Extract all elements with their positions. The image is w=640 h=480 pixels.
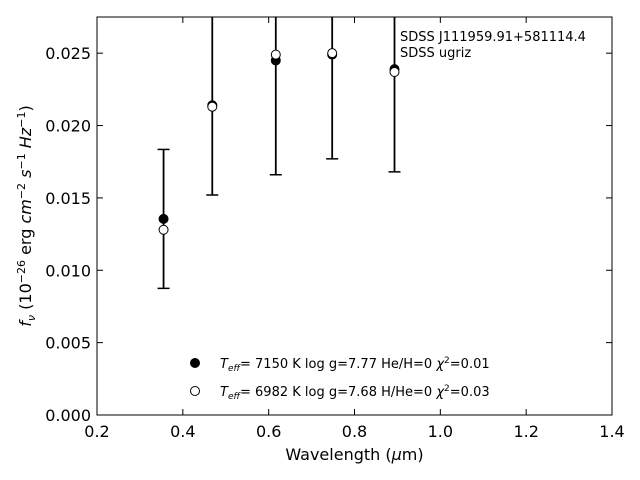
- x-tick-label: 0.6: [256, 422, 281, 441]
- y-tick-label: 0.010: [45, 261, 91, 280]
- x-axis: 0.2 0.4 0.6 0.8 1.0 1.2 1.4: [84, 17, 625, 441]
- model-point-open: [158, 224, 169, 235]
- annotation-survey: SDSS ugriz: [400, 46, 471, 61]
- model-point-open: [327, 48, 338, 59]
- x-tick-label: 0.4: [170, 422, 195, 441]
- annotation-object-name: SDSS J111959.91+581114.4: [400, 30, 586, 45]
- y-axis-label: fν (10−26 erg cm−2 s−1 Hz−1): [15, 105, 38, 326]
- model-point-open: [270, 49, 281, 60]
- y-tick-label: 0.015: [45, 189, 91, 208]
- model-point-filled: [158, 213, 169, 224]
- x-tick-label: 1.0: [428, 422, 453, 441]
- y-tick-label: 0.000: [45, 406, 91, 425]
- x-tick-label: 1.4: [599, 422, 624, 441]
- plot-area: [96, 16, 613, 416]
- legend-entry-1: Teff= 7150 K log g=7.77 He/H=0 χ2=0.01: [220, 356, 490, 374]
- x-axis-label: Wavelength (μm): [285, 445, 423, 464]
- x-tick-label: 0.8: [342, 422, 367, 441]
- x-tick-label: 1.2: [513, 422, 538, 441]
- legend-entry-2: Teff= 6982 K log g=7.68 H/He=0 χ2=0.03: [220, 384, 490, 402]
- data-points: [158, 48, 400, 235]
- x-tick-label: 0.2: [84, 422, 109, 441]
- legend: Teff= 7150 K log g=7.77 He/H=0 χ2=0.01 T…: [190, 356, 490, 402]
- legend-marker-open: [190, 386, 200, 396]
- y-tick-label: 0.005: [45, 334, 91, 353]
- y-axis: 0.000 0.005 0.010 0.015 0.020 0.025: [45, 44, 612, 425]
- model-point-open: [207, 101, 218, 112]
- legend-marker-filled: [190, 358, 200, 368]
- y-tick-label: 0.025: [45, 44, 91, 63]
- model-point-open: [389, 66, 400, 77]
- y-tick-label: 0.020: [45, 117, 91, 136]
